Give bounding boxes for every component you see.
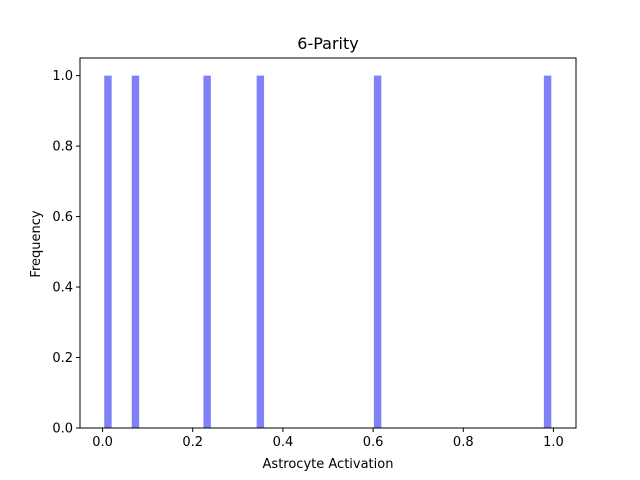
y-tick-label: 0.4 bbox=[52, 281, 73, 296]
y-tick-label: 0.2 bbox=[52, 351, 73, 366]
y-axis-ticks: 0.0 0.2 0.4 0.6 0.8 1.0 bbox=[52, 69, 80, 437]
histogram-bar-5 bbox=[373, 75, 382, 428]
x-axis-ticks: 0.0 0.2 0.4 0.6 0.8 1.0 bbox=[92, 428, 564, 450]
x-tick-label: 0.8 bbox=[453, 435, 474, 450]
bars-group bbox=[104, 75, 552, 428]
x-tick-label: 0.4 bbox=[273, 435, 294, 450]
histogram-bar-4 bbox=[256, 75, 265, 428]
x-tick-label: 0.2 bbox=[182, 435, 203, 450]
y-tick-label: 1.0 bbox=[52, 69, 73, 84]
y-tick-label: 0.8 bbox=[52, 140, 73, 155]
y-axis-label: Frequency bbox=[29, 210, 44, 277]
x-tick-label: 1.0 bbox=[543, 435, 564, 450]
plot-frame bbox=[79, 57, 577, 429]
chart-title: 6-Parity bbox=[297, 34, 358, 53]
x-axis-label: Astrocyte Activation bbox=[263, 457, 394, 472]
histogram-bar-2 bbox=[131, 75, 140, 428]
x-tick-label: 0.6 bbox=[363, 435, 384, 450]
x-tick-label: 0.0 bbox=[92, 435, 113, 450]
histogram-bar-6 bbox=[543, 75, 552, 428]
y-tick-label: 0.0 bbox=[52, 422, 73, 437]
histogram-bar-3 bbox=[203, 75, 211, 428]
histogram-bar-1 bbox=[104, 75, 112, 428]
y-tick-label: 0.6 bbox=[52, 210, 73, 225]
